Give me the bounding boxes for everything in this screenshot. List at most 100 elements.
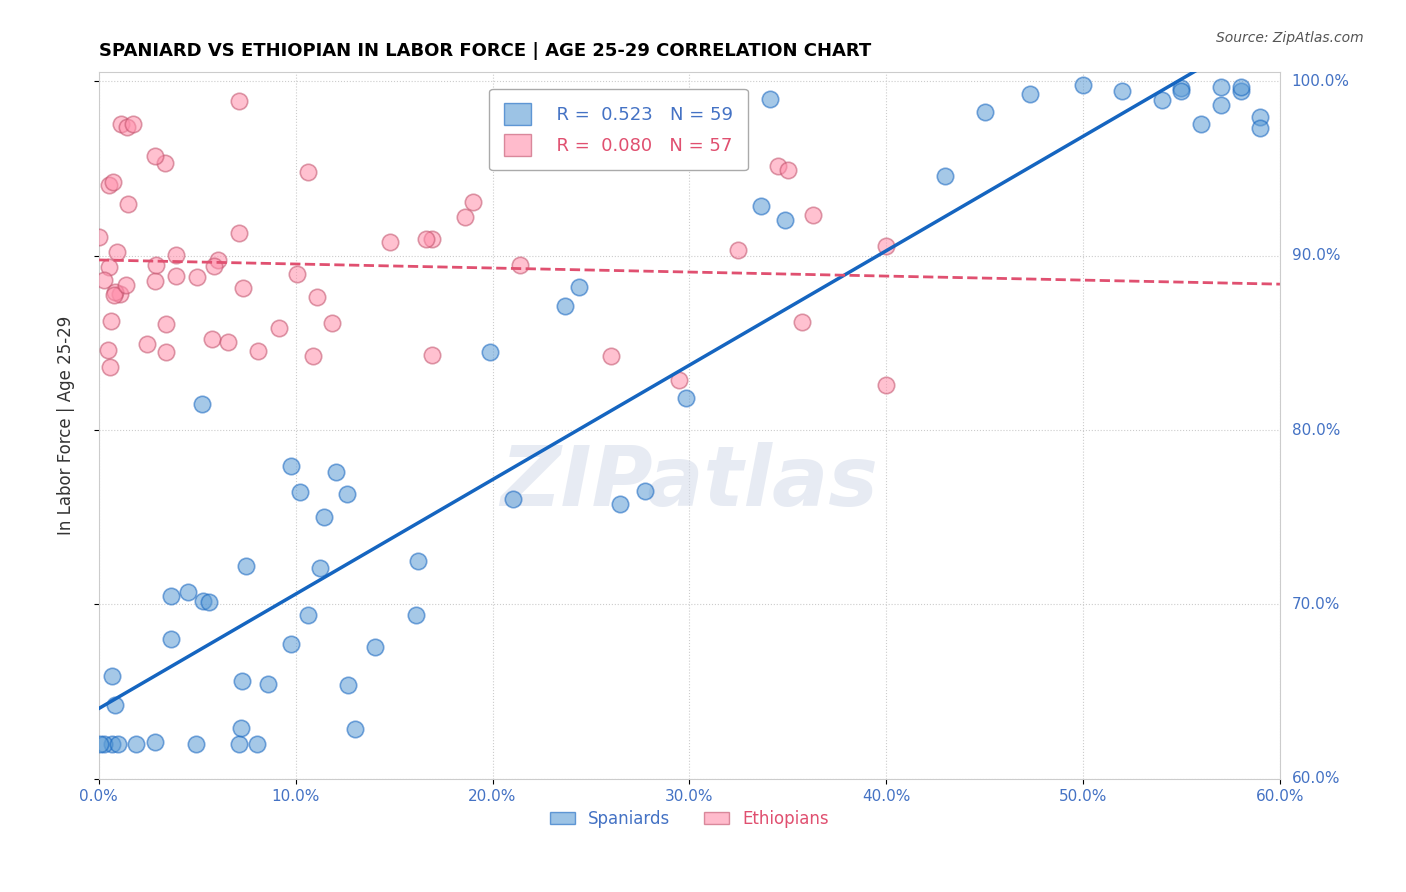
Point — [280, 637, 302, 651]
Point — [184, 737, 207, 751]
Point — [1170, 81, 1192, 95]
Point — [122, 116, 145, 130]
Point — [309, 561, 332, 575]
Point — [231, 674, 253, 689]
Point — [267, 321, 290, 335]
Point — [207, 253, 229, 268]
Point — [160, 632, 183, 647]
Point — [101, 669, 124, 683]
Point — [675, 392, 697, 406]
Point — [1229, 79, 1251, 94]
Point — [1229, 84, 1251, 98]
Point — [758, 92, 780, 106]
Point — [104, 698, 127, 713]
Point — [325, 465, 347, 479]
Point — [773, 212, 796, 227]
Text: SPANIARD VS ETHIOPIAN IN LABOR FORCE | AGE 25-29 CORRELATION CHART: SPANIARD VS ETHIOPIAN IN LABOR FORCE | A… — [98, 42, 872, 60]
Point — [302, 349, 325, 363]
Point — [554, 299, 576, 313]
Point — [336, 487, 359, 501]
Point — [479, 344, 502, 359]
Point — [307, 290, 329, 304]
Point — [343, 722, 366, 736]
Point — [1170, 84, 1192, 98]
Point — [165, 248, 187, 262]
Point — [107, 737, 129, 751]
Point — [228, 94, 250, 108]
Point — [1209, 98, 1232, 112]
Point — [217, 335, 239, 350]
Point — [1111, 84, 1133, 98]
Point — [105, 245, 128, 260]
Text: ZIPatlas: ZIPatlas — [501, 442, 879, 523]
Point — [97, 260, 120, 274]
Point — [1249, 120, 1271, 135]
Point — [159, 589, 181, 603]
Point — [973, 104, 995, 119]
Point — [104, 285, 127, 299]
Point — [1209, 79, 1232, 94]
Point — [103, 288, 125, 302]
Point — [101, 175, 124, 189]
Point — [363, 640, 385, 654]
Point — [568, 280, 591, 294]
Point — [463, 194, 485, 209]
Point — [202, 260, 225, 274]
Point — [200, 332, 222, 346]
Point — [406, 554, 429, 568]
Point — [285, 267, 308, 281]
Point — [115, 120, 138, 134]
Point — [801, 208, 824, 222]
Point — [145, 258, 167, 272]
Point — [749, 199, 772, 213]
Point — [934, 169, 956, 183]
Point — [246, 737, 269, 751]
Point — [235, 558, 257, 573]
Point — [1189, 117, 1212, 131]
Point — [727, 244, 749, 258]
Point — [609, 497, 631, 511]
Point — [502, 491, 524, 506]
Point — [875, 238, 897, 252]
Point — [314, 509, 336, 524]
Point — [768, 159, 790, 173]
Point — [246, 343, 269, 358]
Point — [191, 594, 214, 608]
Point — [232, 281, 254, 295]
Point — [231, 722, 253, 736]
Point — [198, 595, 221, 609]
Point — [297, 165, 319, 179]
Point — [98, 359, 121, 374]
Text: 70.0%: 70.0% — [1292, 597, 1340, 612]
Point — [280, 459, 302, 474]
Point — [415, 232, 437, 246]
Point — [228, 737, 250, 751]
Point — [776, 163, 799, 178]
Point — [792, 315, 814, 329]
Point — [143, 149, 166, 163]
Point — [110, 117, 132, 131]
Point — [405, 607, 427, 622]
Point — [634, 484, 657, 499]
Point — [454, 210, 477, 224]
Point — [155, 317, 177, 331]
Point — [378, 235, 401, 249]
Text: 90.0%: 90.0% — [1292, 248, 1340, 263]
Legend: Spaniards, Ethiopians: Spaniards, Ethiopians — [543, 803, 835, 834]
Point — [93, 273, 115, 287]
Point — [117, 197, 139, 211]
Point — [288, 485, 311, 500]
Point — [186, 270, 208, 285]
Text: Source: ZipAtlas.com: Source: ZipAtlas.com — [1216, 31, 1364, 45]
Point — [100, 314, 122, 328]
Point — [228, 227, 250, 241]
Point — [297, 608, 319, 623]
Point — [1018, 87, 1040, 101]
Point — [89, 737, 111, 751]
Point — [420, 348, 443, 362]
Point — [420, 232, 443, 246]
Point — [98, 178, 121, 192]
Point — [87, 229, 110, 244]
Point — [93, 737, 115, 751]
Point — [135, 336, 157, 351]
